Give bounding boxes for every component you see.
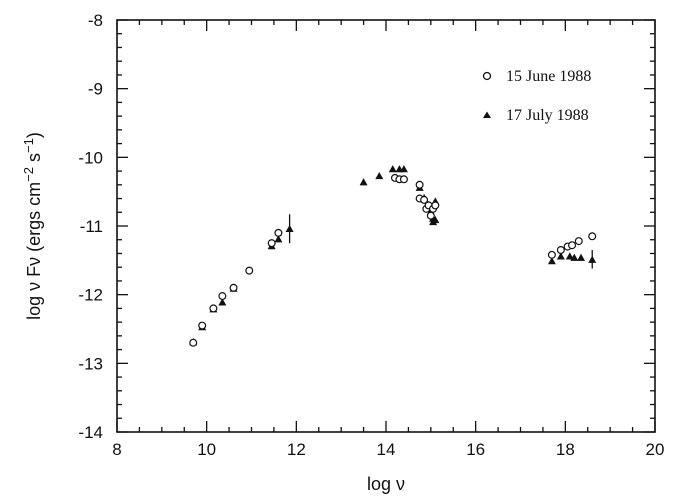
data-point-circle [245, 266, 254, 275]
data-point-triangle [399, 165, 408, 173]
data-point-triangle [431, 215, 440, 224]
data-point-circle [568, 241, 577, 250]
data-point-triangle [565, 252, 574, 260]
data-point-circle [547, 250, 556, 259]
data-point-circle [588, 232, 597, 241]
y-axis-title: log ν Fν (ergs cm−2 s−1) [21, 132, 44, 320]
tick-labels: 8 10 12 14 16 18 20 -14 -13 -12 -11 -10 -9 -8 [78, 11, 664, 459]
y-tick-label: -12 [78, 286, 103, 305]
y-axis-title-part2: s [24, 153, 44, 167]
x-tick-label: 14 [377, 440, 396, 459]
x-tick-label: 18 [556, 440, 575, 459]
y-tick-label: -10 [78, 148, 103, 167]
data-point-circle [420, 195, 429, 204]
data-point-triangle [388, 165, 397, 173]
y-axis-title-part3: ) [24, 132, 44, 138]
legend-label-june: 15 June 1988 [506, 68, 591, 85]
legend: 15 June 1988 17 July 1988 [482, 68, 591, 124]
data-point-circle [209, 304, 218, 313]
data-point-triangle [285, 224, 294, 233]
data-point-circle [399, 175, 408, 184]
data-marks [189, 165, 597, 347]
data-point-circle [426, 211, 435, 220]
data-point-triangle [274, 235, 283, 243]
data-point-triangle [588, 255, 597, 263]
data-point-circle [431, 201, 440, 210]
y-tick-label: -9 [88, 80, 103, 99]
y-tick-label: -13 [78, 354, 103, 373]
data-point-triangle [570, 253, 579, 261]
legend-label-july: 17 July 1988 [506, 107, 589, 124]
data-point-circle [574, 237, 583, 246]
data-point-triangle [375, 171, 384, 180]
legend-marker-filled-triangle [483, 111, 491, 118]
data-point-circle [198, 321, 207, 330]
data-point-circle [267, 239, 276, 248]
data-point-triangle [359, 178, 368, 186]
y-tick-label: -11 [80, 217, 103, 236]
x-tick-label: 20 [646, 440, 665, 459]
y-tick-label: -14 [78, 423, 103, 442]
y-tick-label: -8 [88, 11, 103, 30]
x-tick-label: 16 [466, 440, 485, 459]
data-point-circle [415, 180, 424, 189]
y-axis-title-sup1: −2 [21, 167, 36, 182]
x-tick-label: 12 [287, 440, 306, 459]
data-point-triangle [577, 253, 586, 261]
y-axis-title-sup2: −1 [21, 138, 36, 153]
data-point-triangle [556, 252, 565, 260]
data-point-circle [556, 246, 565, 255]
y-axis-title-part1: log ν Fν (ergs cm [24, 182, 44, 320]
data-point-circle [218, 292, 227, 301]
data-point-triangle [218, 298, 227, 306]
x-tick-label: 10 [197, 440, 216, 459]
legend-marker-open-circle [482, 71, 492, 81]
data-point-triangle [547, 257, 556, 265]
data-point-circle [189, 338, 198, 347]
data-point-circle [274, 228, 283, 237]
data-point-circle [229, 283, 238, 292]
x-tick-label: 8 [112, 440, 121, 459]
axis-ticks [116, 19, 656, 433]
x-axis-title: log ν [367, 474, 405, 494]
